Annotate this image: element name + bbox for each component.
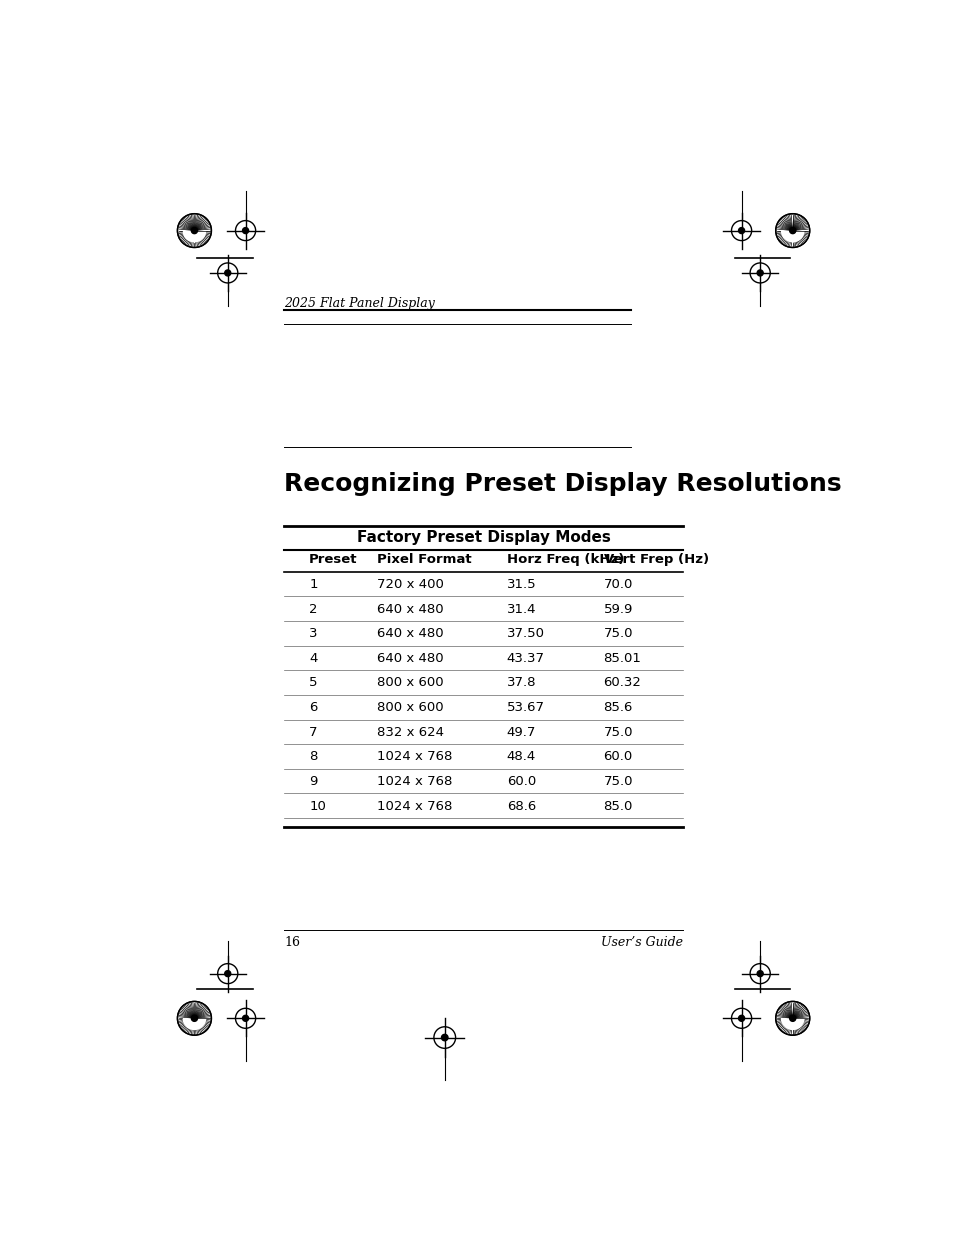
Text: 85.01: 85.01	[603, 652, 640, 664]
Circle shape	[757, 270, 762, 275]
Text: 85.0: 85.0	[603, 799, 633, 813]
Circle shape	[789, 1015, 795, 1021]
Text: 9: 9	[309, 776, 317, 788]
Circle shape	[177, 1002, 212, 1035]
Circle shape	[178, 1003, 211, 1035]
Text: 5: 5	[309, 677, 317, 689]
Text: 640 x 480: 640 x 480	[377, 652, 443, 664]
Text: 60.0: 60.0	[506, 776, 536, 788]
Circle shape	[242, 1015, 249, 1021]
Text: 8: 8	[309, 751, 317, 763]
Text: 43.37: 43.37	[506, 652, 544, 664]
Text: 3: 3	[309, 627, 317, 640]
Text: 75.0: 75.0	[603, 726, 633, 739]
Text: Horz Freq (kHz): Horz Freq (kHz)	[506, 553, 623, 566]
Text: 37.8: 37.8	[506, 677, 536, 689]
Circle shape	[192, 1015, 197, 1021]
Text: 2: 2	[309, 603, 317, 615]
Circle shape	[738, 1015, 744, 1021]
Text: 800 x 600: 800 x 600	[377, 677, 443, 689]
Circle shape	[775, 1002, 809, 1035]
Text: 75.0: 75.0	[603, 776, 633, 788]
Text: 640 x 480: 640 x 480	[377, 603, 443, 615]
Text: 800 x 600: 800 x 600	[377, 701, 443, 714]
Circle shape	[441, 1035, 448, 1041]
Text: 2025 Flat Panel Display: 2025 Flat Panel Display	[284, 296, 435, 310]
Text: 7: 7	[309, 726, 317, 739]
Text: 10: 10	[309, 799, 326, 813]
Text: 60.0: 60.0	[603, 751, 632, 763]
Text: 640 x 480: 640 x 480	[377, 627, 443, 640]
Text: 31.4: 31.4	[506, 603, 536, 615]
Circle shape	[242, 227, 249, 233]
Text: Preset: Preset	[309, 553, 357, 566]
Text: User’s Guide: User’s Guide	[600, 936, 682, 948]
Text: 16: 16	[284, 936, 300, 948]
Text: 31.5: 31.5	[506, 578, 536, 590]
Text: 37.50: 37.50	[506, 627, 544, 640]
Circle shape	[192, 227, 197, 233]
Text: 48.4: 48.4	[506, 751, 536, 763]
Text: Vert Frep (Hz): Vert Frep (Hz)	[603, 553, 708, 566]
Circle shape	[776, 1003, 808, 1035]
Circle shape	[225, 270, 231, 275]
Circle shape	[757, 971, 762, 977]
Text: 53.67: 53.67	[506, 701, 544, 714]
Text: 60.32: 60.32	[603, 677, 640, 689]
Text: 832 x 624: 832 x 624	[377, 726, 444, 739]
Text: 6: 6	[309, 701, 317, 714]
Circle shape	[177, 214, 212, 247]
Text: 1024 x 768: 1024 x 768	[377, 776, 453, 788]
Text: 1: 1	[309, 578, 317, 590]
Text: Factory Preset Display Modes: Factory Preset Display Modes	[356, 530, 610, 545]
Text: 720 x 400: 720 x 400	[377, 578, 444, 590]
Circle shape	[225, 971, 231, 977]
Circle shape	[789, 227, 795, 233]
Text: 1024 x 768: 1024 x 768	[377, 751, 453, 763]
Text: 68.6: 68.6	[506, 799, 536, 813]
Text: 85.6: 85.6	[603, 701, 633, 714]
Text: 70.0: 70.0	[603, 578, 633, 590]
Text: Pixel Format: Pixel Format	[377, 553, 472, 566]
Circle shape	[178, 215, 211, 247]
Text: 75.0: 75.0	[603, 627, 633, 640]
Circle shape	[775, 214, 809, 247]
Text: 49.7: 49.7	[506, 726, 536, 739]
Text: Recognizing Preset Display Resolutions: Recognizing Preset Display Resolutions	[284, 472, 841, 495]
Text: 59.9: 59.9	[603, 603, 633, 615]
Circle shape	[776, 215, 808, 247]
Circle shape	[738, 227, 744, 233]
Text: 4: 4	[309, 652, 317, 664]
Text: 1024 x 768: 1024 x 768	[377, 799, 453, 813]
